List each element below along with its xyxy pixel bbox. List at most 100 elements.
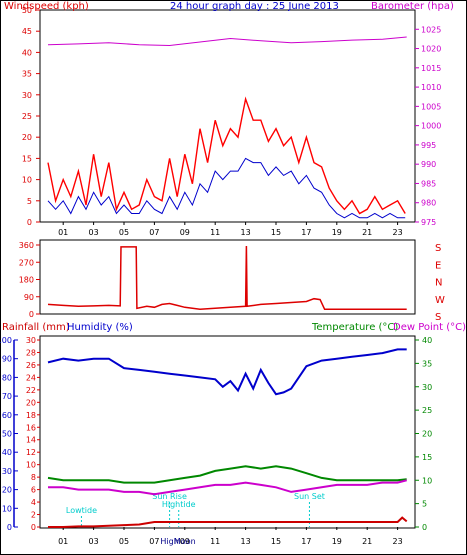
- temperature-tick-label: 20: [422, 430, 432, 439]
- hour-tick-label: 19: [332, 228, 342, 237]
- hour-tick-label: 09: [180, 537, 190, 546]
- hour-tick-label: 21: [362, 228, 372, 237]
- direction-line: [47, 245, 407, 310]
- baro-tick-label: 1010: [421, 83, 441, 92]
- rainfall-tick-label: 26: [26, 361, 36, 370]
- baro-tick-label: 975: [421, 218, 436, 227]
- compass-label: W: [435, 295, 445, 306]
- temp-humidity-series: [47, 348, 408, 528]
- humidity-tick-label: 70: [2, 392, 12, 401]
- rainfall-tick-label: 6: [31, 486, 36, 495]
- compass-label: S: [435, 312, 441, 323]
- wind-tick-label: 15: [22, 154, 32, 163]
- hour-tick-label: 19: [332, 537, 342, 546]
- wind_avg-line: [47, 157, 406, 219]
- baro-tick-label: 1025: [421, 25, 441, 34]
- temperature-tick-label: 25: [422, 406, 432, 415]
- rainfall-tick-label: 12: [26, 448, 36, 457]
- dewpoint-axis-title: Dew Point (°C): [393, 322, 466, 333]
- annotation-label: Moon: [174, 537, 196, 546]
- temperature-axis-title: Temperature (°C): [311, 322, 398, 333]
- hour-tick-label: 15: [271, 537, 281, 546]
- wind-axis-ticks: 0 5 10 15 20 25 30 35 40 45 50: [22, 6, 40, 227]
- rainfall-tick-label: 16: [26, 423, 36, 432]
- annotation-label: Lowtide: [66, 506, 97, 515]
- wind-axis-title: Windspeed (kph): [4, 1, 89, 12]
- humidity-tick-label: 20: [2, 486, 12, 495]
- temp-humidity-plot-area: [39, 335, 416, 529]
- compass-label: S: [435, 243, 441, 254]
- baro-tick-label: 995: [421, 141, 436, 150]
- hour-tick-label: 23: [393, 228, 403, 237]
- humidity-axis-title: Humidity (%): [67, 322, 133, 333]
- direction-tick-label: 0: [29, 310, 34, 319]
- humidity-tick-label: 0: [7, 523, 12, 532]
- annotation-label: High: [160, 537, 178, 546]
- hour-tick-label: 13: [241, 537, 251, 546]
- hour-tick-label: 09: [180, 228, 190, 237]
- wind-baro-plot-area: [39, 9, 416, 223]
- baro-tick-label: 985: [421, 179, 436, 188]
- hour-tick-label: 01: [58, 537, 68, 546]
- humidity-tick-label: 30: [2, 467, 12, 476]
- hour-tick-label: 07: [149, 228, 159, 237]
- humidity-tick-label: 50: [2, 430, 12, 439]
- annotation-label: Sun Rise: [152, 492, 187, 501]
- rainfall-tick-label: 28: [26, 348, 36, 357]
- hour-tick-label: 11: [210, 537, 220, 546]
- hour-tick-label: 03: [89, 228, 99, 237]
- baro-tick-label: 1015: [421, 64, 441, 73]
- temp-hour-ticks: 01 03 05 07 09 11 13 15 17 19 21 23: [58, 527, 403, 546]
- rain-line: [48, 516, 408, 528]
- hour-tick-label: 07: [149, 537, 159, 546]
- temperature-tick-label: 40: [422, 336, 432, 345]
- baro-tick-label: 990: [421, 160, 436, 169]
- humidity-tick-label: 40: [2, 448, 12, 457]
- wind-tick-label: 35: [22, 70, 32, 79]
- direction-tick-label: 360: [19, 241, 34, 250]
- compass-label: E: [435, 260, 441, 271]
- temp-humidity-panel: Rainfall (mm) Humidity (%) Temperature (…: [0, 322, 466, 546]
- rainfall-tick-label: 20: [26, 398, 36, 407]
- direction-tick-label: 270: [19, 258, 34, 267]
- baro-tick-label: 1000: [421, 122, 441, 131]
- baro-tick-label: 980: [421, 199, 436, 208]
- wind-tick-label: 45: [22, 27, 32, 36]
- rainfall-tick-label: 24: [26, 373, 36, 382]
- rainfall-tick-label: 0: [31, 523, 36, 532]
- rainfall-tick-label: 2: [31, 511, 36, 520]
- humidity-line: [47, 348, 407, 396]
- wind-tick-label: 25: [22, 112, 32, 121]
- hour-tick-label: 23: [393, 537, 403, 546]
- temperature-tick-label: 0: [422, 523, 427, 532]
- humidity-axis-ticks: 0 10 20 30 40 50 60 70 80 90 100: [0, 336, 18, 532]
- baro-tick-label: 1005: [421, 102, 441, 111]
- wind-line: [47, 96, 406, 215]
- hour-tick-label: 13: [241, 228, 251, 237]
- hour-tick-label: 17: [301, 537, 311, 546]
- wind-tick-label: 40: [22, 48, 32, 57]
- compass-label: N: [435, 278, 442, 289]
- annotation-label: Hightide: [162, 500, 196, 509]
- temperature-tick-label: 10: [422, 476, 432, 485]
- hour-tick-label: 05: [119, 228, 129, 237]
- annotation-label: Sun Set: [294, 492, 325, 501]
- direction-axis-ticks: 0 90 180 270 360: [19, 241, 40, 319]
- hour-tick-label: 21: [362, 537, 372, 546]
- graph-title: 24 hour graph day : 25 June 2013: [170, 1, 339, 12]
- humidity-tick-label: 80: [2, 373, 12, 382]
- wind-tick-label: 5: [27, 197, 32, 206]
- humidity-tick-label: 60: [2, 411, 12, 420]
- wind-hour-ticks: 01 03 05 07 09 11 13 15 17 19 21 23: [58, 222, 403, 237]
- baro-tick-label: 1020: [421, 45, 441, 54]
- hour-tick-label: 15: [271, 228, 281, 237]
- rainfall-tick-label: 8: [31, 473, 36, 482]
- wind-tick-label: 50: [22, 6, 32, 15]
- rainfall-tick-label: 10: [26, 461, 36, 470]
- direction-tick-label: 180: [19, 276, 34, 285]
- temperature-tick-label: 35: [422, 359, 432, 368]
- baro-axis-ticks: 975 980 985 990 995 1000 1005 1010 1015 1020 1025: [415, 25, 441, 227]
